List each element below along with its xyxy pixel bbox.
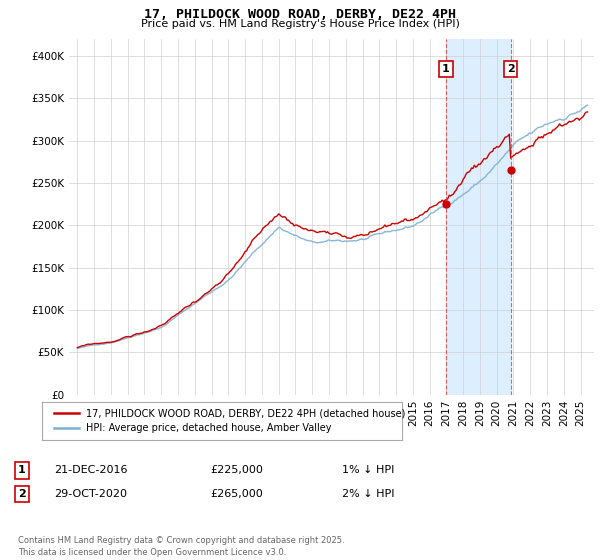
Text: 1% ↓ HPI: 1% ↓ HPI	[342, 465, 394, 475]
Legend: 17, PHILDOCK WOOD ROAD, DERBY, DE22 4PH (detached house), HPI: Average price, de: 17, PHILDOCK WOOD ROAD, DERBY, DE22 4PH …	[50, 404, 410, 437]
Text: 17, PHILDOCK WOOD ROAD, DERBY, DE22 4PH: 17, PHILDOCK WOOD ROAD, DERBY, DE22 4PH	[144, 8, 456, 21]
Text: 2: 2	[18, 489, 26, 499]
Text: 29-OCT-2020: 29-OCT-2020	[54, 489, 127, 499]
Text: 1: 1	[442, 64, 450, 74]
Text: 2% ↓ HPI: 2% ↓ HPI	[342, 489, 395, 499]
Text: 1: 1	[18, 465, 26, 475]
Text: Price paid vs. HM Land Registry's House Price Index (HPI): Price paid vs. HM Land Registry's House …	[140, 19, 460, 29]
Text: £225,000: £225,000	[210, 465, 263, 475]
Text: £265,000: £265,000	[210, 489, 263, 499]
Text: Contains HM Land Registry data © Crown copyright and database right 2025.
This d: Contains HM Land Registry data © Crown c…	[18, 536, 344, 557]
Bar	[446, 39, 511, 395]
Text: 2: 2	[507, 64, 515, 74]
Text: 21-DEC-2016: 21-DEC-2016	[54, 465, 128, 475]
